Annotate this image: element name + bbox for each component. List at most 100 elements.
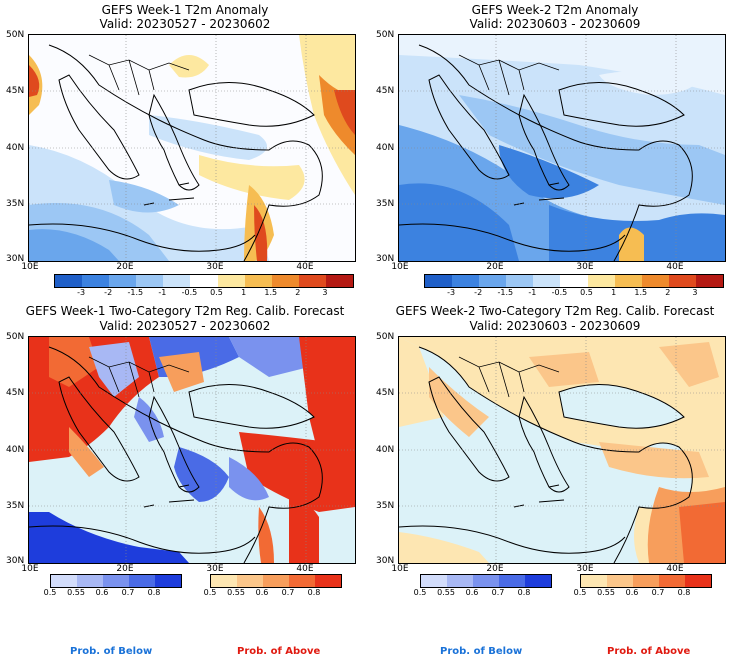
lon-label-20e: 20E	[486, 262, 504, 272]
colorbar-swatch	[447, 575, 473, 587]
colorbar-tick-label: 0.8	[307, 588, 321, 597]
colorbar-swatch	[129, 575, 155, 587]
colorbar-swatch	[421, 575, 447, 587]
colorbar-tick-label: 0.5	[580, 288, 593, 297]
colorbar-swatch	[263, 575, 289, 587]
colorbar-swatch	[315, 575, 341, 587]
panel-title: GEFS Week-2 Two-Category T2m Reg. Calib.…	[395, 304, 715, 318]
map-week2-anomaly	[398, 34, 726, 262]
colorbar-swatch	[109, 275, 137, 287]
colorbar-swatch	[473, 575, 499, 587]
colorbar-swatch	[155, 575, 181, 587]
panel-week2-probability: GEFS Week-2 Two-Category T2m Reg. Calib.…	[370, 300, 740, 630]
colorbar-tick-label: -2	[474, 288, 483, 297]
colorbar-swatch	[190, 275, 218, 287]
colorbar-tick-label: 0.55	[67, 588, 85, 597]
panel-week2-anomaly: GEFS Week-2 T2m Anomaly Valid: 20230603 …	[370, 0, 740, 330]
colorbar-swatch	[163, 275, 191, 287]
legend-prob-below: Prob. of Below	[70, 646, 153, 657]
above-colorbar	[580, 574, 712, 588]
colorbar-tick-label: -3	[447, 288, 456, 297]
lat-label-30n: 30N	[376, 556, 395, 566]
colorbar-swatch	[479, 275, 507, 287]
colorbar-swatch	[533, 275, 561, 287]
below-colorbar	[50, 574, 182, 588]
panel-valid: Valid: 20230603 - 20230609	[469, 17, 641, 31]
colorbar-tick-label: 0.7	[281, 588, 295, 597]
colorbar-swatch	[237, 575, 263, 587]
colorbar-tick-label: 0.5	[203, 588, 217, 597]
colorbar-swatch	[560, 275, 588, 287]
map-week1-probability	[28, 336, 356, 564]
colorbar-tick-label: 0.6	[95, 588, 109, 597]
panel-valid: Valid: 20230603 - 20230609	[469, 319, 641, 333]
lat-label-50n: 50N	[376, 30, 395, 40]
lat-label-50n: 50N	[376, 332, 395, 342]
panel-title: GEFS Week-1 Two-Category T2m Reg. Calib.…	[25, 304, 345, 318]
colorbar-tick-label: 2	[295, 288, 301, 297]
lon-label-40e: 40E	[296, 262, 314, 272]
colorbar-swatch	[82, 275, 110, 287]
lon-label-40e: 40E	[666, 262, 684, 272]
colorbar-swatch	[271, 275, 299, 287]
lat-label-45n: 45N	[376, 388, 395, 398]
anomaly-colorbar	[424, 274, 724, 288]
above-colorbar-ticks: 0.5 0.55 0.6 0.7 0.8	[574, 588, 710, 600]
probability-field	[29, 337, 355, 563]
colorbar-tick-label: -0.5	[181, 288, 198, 297]
lat-label-35n: 35N	[6, 501, 25, 511]
colorbar-swatch	[244, 275, 272, 287]
lat-label-40n: 40N	[6, 445, 25, 455]
colorbar-swatch	[659, 575, 685, 587]
lat-label-30n: 30N	[6, 556, 25, 566]
lat-label-50n: 50N	[6, 30, 25, 40]
lon-label-30e: 30E	[206, 564, 224, 574]
anomaly-field	[399, 35, 725, 261]
colorbar-swatch	[499, 575, 525, 587]
colorbar-tick-label: 0.8	[147, 588, 161, 597]
colorbar-tick-label: -1.5	[127, 288, 144, 297]
colorbar-swatch	[211, 575, 237, 587]
colorbar-tick-label: 0.55	[437, 588, 455, 597]
lon-label-10e: 10E	[21, 262, 39, 272]
colorbar-swatch	[51, 575, 77, 587]
colorbar-swatch	[452, 275, 480, 287]
colorbar-swatch	[685, 575, 711, 587]
colorbar-swatch	[614, 275, 642, 287]
colorbar-tick-label: 0.7	[651, 588, 665, 597]
probability-field	[399, 337, 725, 563]
colorbar-tick-label: 0.6	[465, 588, 479, 597]
colorbar-swatch	[298, 275, 326, 287]
colorbar-swatch	[607, 575, 633, 587]
panel-week1-anomaly: GEFS Week-1 T2m Anomaly Valid: 20230527 …	[0, 0, 370, 330]
colorbar-swatch	[217, 275, 245, 287]
legend-prob-above: Prob. of Above	[607, 646, 691, 657]
lat-label-45n: 45N	[376, 86, 395, 96]
colorbar-tick-label: 0.55	[597, 588, 615, 597]
colorbar-tick-label: 0.5	[413, 588, 427, 597]
anomaly-field	[29, 35, 355, 261]
colorbar-tick-label: 0.7	[121, 588, 135, 597]
lon-label-40e: 40E	[296, 564, 314, 574]
below-colorbar-ticks: 0.5 0.55 0.6 0.7 0.8	[414, 588, 550, 600]
panel-week1-probability: GEFS Week-1 Two-Category T2m Reg. Calib.…	[0, 300, 370, 630]
lon-label-20e: 20E	[486, 564, 504, 574]
colorbar-tick-label: 0.55	[227, 588, 245, 597]
above-colorbar-ticks: 0.5 0.55 0.6 0.7 0.8	[204, 588, 340, 600]
colorbar-tick-label: -0.5	[551, 288, 568, 297]
colorbar-tick-label: 3	[322, 288, 328, 297]
colorbar-tick-label: 0.8	[517, 588, 531, 597]
colorbar-swatch	[641, 275, 669, 287]
colorbar-swatch	[525, 575, 551, 587]
panel-valid: Valid: 20230527 - 20230602	[99, 319, 271, 333]
colorbar-tick-label: 1	[241, 288, 247, 297]
anomaly-colorbar	[54, 274, 354, 288]
legend-prob-above: Prob. of Above	[237, 646, 321, 657]
colorbar-tick-label: 1	[611, 288, 617, 297]
lon-label-30e: 30E	[206, 262, 224, 272]
colorbar-tick-label: 0.5	[210, 288, 223, 297]
lat-label-40n: 40N	[6, 143, 25, 153]
above-colorbar	[210, 574, 342, 588]
colorbar-tick-label: 0.6	[625, 588, 639, 597]
colorbar-swatch	[425, 275, 453, 287]
